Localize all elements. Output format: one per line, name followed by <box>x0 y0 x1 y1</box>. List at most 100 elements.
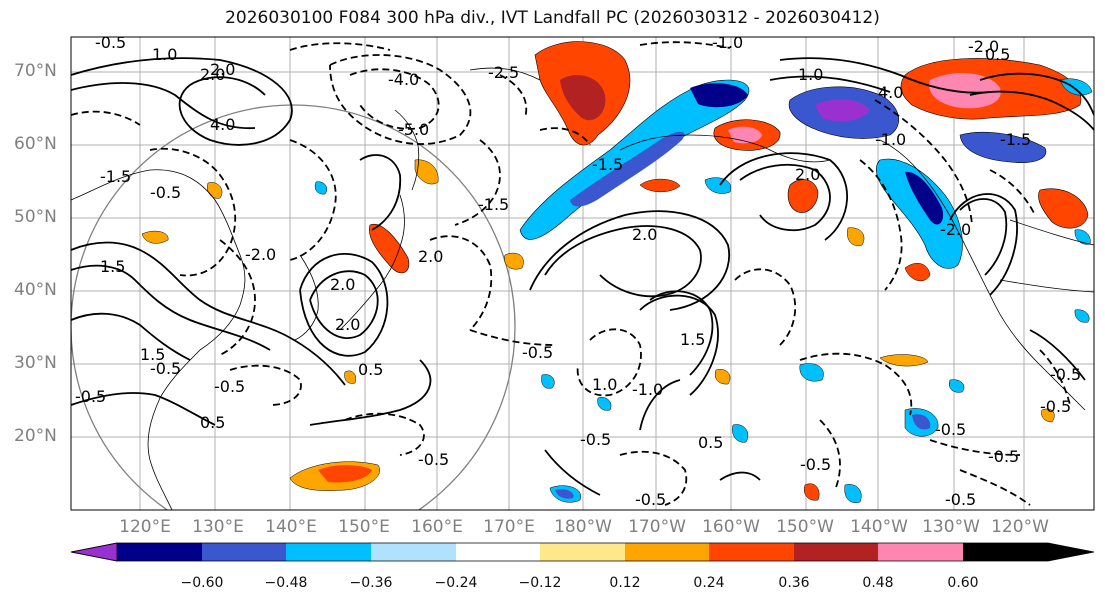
colorbar-tick-label: −0.12 <box>518 575 562 591</box>
colorbar-extend-high <box>963 543 1094 561</box>
negative-div-region <box>1059 78 1093 96</box>
colorbar-swatch <box>794 543 878 561</box>
contour-label: -0.5 <box>214 377 245 396</box>
positive-contour <box>71 241 346 386</box>
contour-label: 1.0 <box>798 65 823 84</box>
contour-label: 1.5 <box>140 345 165 364</box>
positive-div-core <box>318 465 372 483</box>
map-frame <box>70 36 1095 511</box>
negative-div-region <box>314 181 328 195</box>
colorbar-extend-low <box>70 542 118 562</box>
lat-label: 40°N <box>14 280 57 300</box>
colorbar-tick-label: −0.24 <box>434 575 478 591</box>
positive-div-region <box>847 227 865 246</box>
contour-label: -1.5 <box>478 195 509 214</box>
positive-div-core <box>560 75 606 121</box>
positive-contour <box>299 253 389 357</box>
negative-contour <box>499 74 528 119</box>
contour-label: 0.5 <box>985 45 1010 64</box>
kamchatka-coastline <box>469 67 541 81</box>
negative-contour <box>344 412 425 456</box>
lat-label: 70°N <box>14 61 57 81</box>
negative-contour <box>639 41 731 49</box>
contour-label: -2.0 <box>245 245 276 264</box>
lon-label: 160°E <box>411 517 463 537</box>
positive-contour <box>309 359 432 426</box>
positive-contour <box>769 75 891 93</box>
alaska-coastline <box>619 134 831 163</box>
lat-label: 30°N <box>14 353 57 373</box>
positive-contour <box>71 82 256 130</box>
contour-label: -1.5 <box>592 155 623 174</box>
positive-div-region <box>879 354 929 367</box>
contour-label: 0.5 <box>358 360 383 379</box>
negative-div-region <box>844 484 862 503</box>
contour-label: -0.5 <box>1050 365 1081 384</box>
contour-label: 4.0 <box>210 115 235 134</box>
contour-label: -0.5 <box>945 490 976 509</box>
contour-label: -1.5 <box>1000 130 1031 149</box>
contour-label: 0.5 <box>200 413 225 432</box>
contour-label: -1.0 <box>632 380 663 399</box>
contour-label: -5.0 <box>398 120 429 139</box>
colorbar-swatch <box>878 543 963 561</box>
contour-label: 2.0 <box>335 315 360 334</box>
lon-label: 160°W <box>702 517 760 537</box>
negative-contour <box>429 235 493 331</box>
colorbar-swatch <box>202 543 286 561</box>
contour-label: 0.5 <box>698 433 723 452</box>
korea-coastline <box>294 254 319 341</box>
positive-contour <box>529 210 731 311</box>
positive-contour <box>1029 329 1086 381</box>
colorbar-tick-label: −0.48 <box>264 575 308 591</box>
lon-label: 120°W <box>991 517 1049 537</box>
divergence-shading <box>141 41 1093 503</box>
negative-contour <box>219 239 256 356</box>
colorbar-tick-label: 0.24 <box>693 575 725 591</box>
negative-div-region <box>597 397 612 411</box>
contour-label: 2.0 <box>330 275 355 294</box>
contour-labels: 1.0 2.0 4.0 2.0 1.5 2.0 1.5 2.0 0.5 2.0 … <box>75 37 1081 509</box>
contour-label: -0.5 <box>1040 397 1071 416</box>
negative-div-region <box>704 177 732 194</box>
colorbar-tick-label: −0.60 <box>180 575 224 591</box>
positive-contour <box>71 392 216 426</box>
contour-label: 2.0 <box>795 165 820 184</box>
positive-contour <box>649 290 714 376</box>
colorbar-swatch <box>540 543 625 561</box>
negative-div-core <box>912 414 931 430</box>
positive-contour <box>779 57 991 94</box>
colorbar <box>70 542 1095 562</box>
positive-div-region <box>787 179 819 213</box>
positive-div-region <box>639 178 681 193</box>
negative-contour <box>576 328 642 397</box>
lon-label: 150°W <box>776 517 834 537</box>
negative-div-region <box>949 379 965 393</box>
negative-contour <box>929 439 1021 456</box>
positive-contour <box>739 163 831 232</box>
negative-contour <box>289 42 391 51</box>
negative-contour <box>799 352 913 416</box>
positive-contour <box>639 379 681 431</box>
contour-label: 1.0 <box>152 45 177 64</box>
positive-contour <box>544 449 601 496</box>
contour-label: 2.0 <box>200 65 225 84</box>
contour-label: 2.0 <box>418 247 443 266</box>
contour-label: -0.5 <box>75 387 106 406</box>
lon-label: 170°E <box>483 517 535 537</box>
colorbar-tick-label: −0.36 <box>349 575 393 591</box>
contour-label: -0.5 <box>580 430 611 449</box>
negative-contour <box>469 329 556 346</box>
negative-div-region <box>959 131 1047 163</box>
contour-label: 2.0 <box>632 225 657 244</box>
lon-label: 150°E <box>338 517 390 537</box>
lon-label: 140°E <box>265 517 317 537</box>
lon-label: 170°W <box>628 517 686 537</box>
colorbar-swatch <box>456 543 540 561</box>
positive-contour <box>71 264 271 351</box>
positive-div-region <box>141 230 169 244</box>
range-circle <box>71 104 516 510</box>
positive-div-region <box>207 182 223 199</box>
positive-contour <box>979 72 1094 116</box>
